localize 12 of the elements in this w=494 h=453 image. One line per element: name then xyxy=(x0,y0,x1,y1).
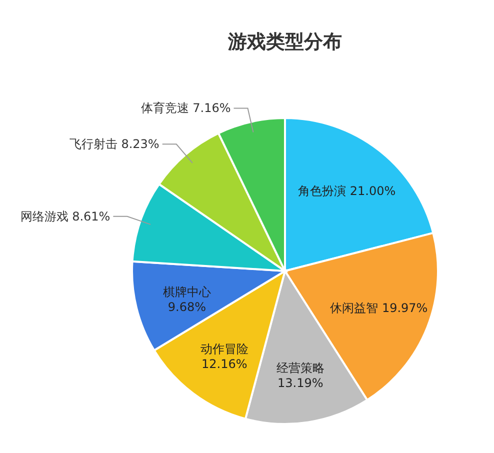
data-label: 13.19% xyxy=(278,376,324,390)
data-label: 12.16% xyxy=(202,356,248,371)
chart-title: 游戏类型分布 xyxy=(227,31,342,53)
slice-label: 体育竞速 7.16% xyxy=(140,101,231,116)
data-label: 9.68% xyxy=(168,300,206,314)
slice-label: 角色扮演 21.00% xyxy=(298,184,396,198)
slice-label: 动作冒险 xyxy=(200,342,248,356)
slice-label: 休闲益智 19.97% xyxy=(330,301,428,316)
slice-label: 棋牌中心 xyxy=(162,285,211,300)
slice-label: 网络游戏 8.61% xyxy=(20,209,110,224)
slice-label: 经营策略 xyxy=(276,360,324,375)
slice-label: 飞行射击 8.23% xyxy=(69,137,160,152)
